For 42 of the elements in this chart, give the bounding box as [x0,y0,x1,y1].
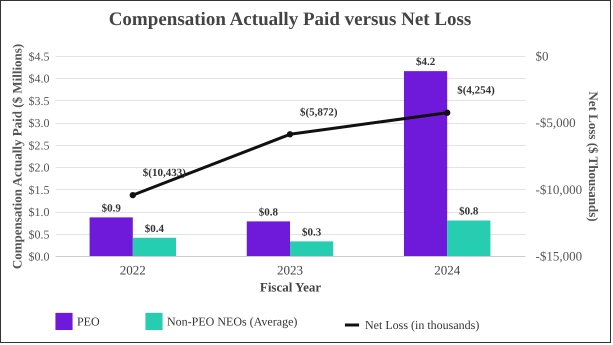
data-label: $(10,433) [142,167,186,180]
y-tick-label: $4.5 [28,50,50,64]
data-label: $4.2 [416,56,436,68]
y-tick-label: $2.5 [28,138,50,152]
y-tick-label: $3.0 [28,116,50,130]
bar [132,238,176,256]
bar [246,221,290,256]
point [130,192,136,198]
y-tick-label: $3.5 [28,94,50,108]
y-tick-label: $0.0 [28,250,50,264]
data-label: $(5,872) [300,106,338,118]
bar [447,220,490,256]
data-label: $0.9 [102,202,122,214]
data-label: $0.8 [459,205,479,218]
y-axis-title: Compensation Actually Paid ($ Millions) [10,44,24,270]
point [444,110,450,116]
chart-title: Compensation Actually Paid versus Net Loss [108,8,472,30]
y2-tick-label: -$10,000 [536,182,582,197]
y-tick-label: $4.0 [28,72,50,86]
legend-label: Net Loss (in thousands) [365,318,480,332]
data-label: $0.8 [258,206,279,218]
x-tick-label: 2022 [120,262,146,278]
y2-tick-label: $0 [536,48,548,64]
x-tick-label: 2024 [434,262,461,278]
data-label: $0.4 [144,222,165,235]
y2-tick-label: -$5,000 [536,115,576,130]
legend-label: PEO [77,314,100,328]
y-tick-label: $1.5 [28,182,50,197]
bar [404,71,448,256]
y-tick-label: $2.0 [28,160,50,175]
y-tick-label: $0.5 [28,227,50,242]
bar [90,217,133,256]
y-tick-label: $1.0 [28,205,50,220]
legend-label: Non-PEO NEOs (Average) [167,314,298,328]
data-label: $0.3 [302,226,322,238]
data-label: $(4,254) [457,84,496,97]
y2-axis-title: Net Loss ($ Thousands) [586,91,602,222]
y2-tick-label: -$15,000 [536,248,582,264]
bar [290,241,334,256]
point [286,131,294,138]
x-axis-title: Fiscal Year [260,280,322,294]
x-tick-label: 2023 [277,262,303,278]
